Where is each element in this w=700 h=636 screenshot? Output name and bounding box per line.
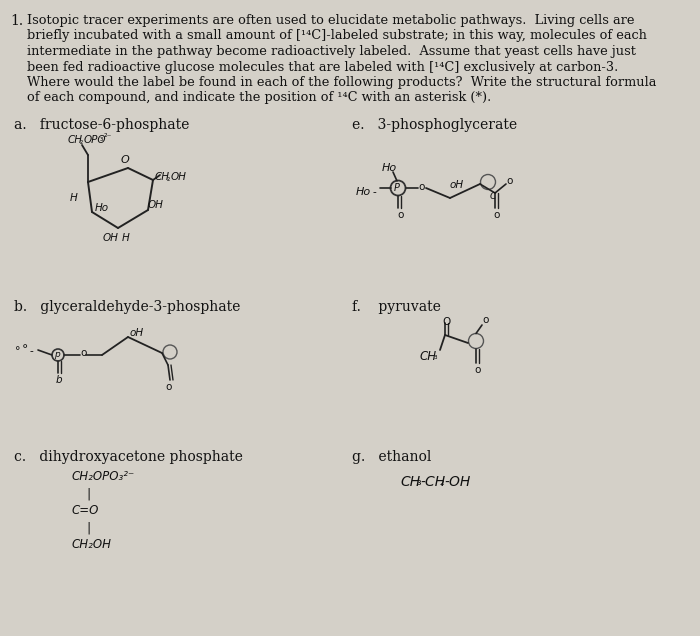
Text: H: H [70,193,78,203]
Text: briefly incubated with a small amount of [¹⁴C]-labeled substrate; in this way, m: briefly incubated with a small amount of… [27,29,647,43]
Text: ₃: ₃ [434,352,438,361]
Text: g.   ethanol: g. ethanol [352,450,431,464]
Text: CH: CH [400,475,420,489]
Text: ²⁻: ²⁻ [104,133,113,142]
Text: o: o [482,315,489,325]
Text: H: H [122,233,130,243]
Text: b.   glyceraldehyde-3-phosphate: b. glyceraldehyde-3-phosphate [14,300,240,314]
Text: O: O [121,155,130,165]
Text: of each compound, and indicate the position of ¹⁴C with an asterisk (*).: of each compound, and indicate the posit… [27,92,491,104]
Text: o: o [474,365,480,375]
Text: °: ° [15,347,20,357]
Text: e.   3-phosphoglycerate: e. 3-phosphoglycerate [352,118,517,132]
Text: -: - [30,347,34,357]
Text: C: C [490,192,496,201]
Text: -CH: -CH [420,475,445,489]
Text: C=O: C=O [72,504,99,517]
Text: °: ° [22,344,29,357]
Text: o: o [506,176,512,186]
Text: -OH: -OH [444,475,470,489]
Text: Where would the label be found in each of the following products?  Write the str: Where would the label be found in each o… [27,76,657,89]
Text: intermediate in the pathway become radioactively labeled.  Assume that yeast cel: intermediate in the pathway become radio… [27,45,636,58]
Text: p: p [55,350,60,359]
Text: CH₂OH: CH₂OH [72,538,112,551]
Text: oH: oH [130,328,144,338]
Text: CH: CH [155,172,170,182]
Text: OPO: OPO [84,135,106,145]
Text: b: b [56,375,62,385]
Text: CH: CH [68,135,83,145]
Text: a.   fructose-6-phosphate: a. fructose-6-phosphate [14,118,190,132]
Text: Ho: Ho [95,203,109,213]
Text: c.   dihydroxyacetone phosphate: c. dihydroxyacetone phosphate [14,450,243,464]
Text: |: | [86,487,90,500]
Text: OH: OH [171,172,187,182]
Text: CH: CH [420,350,437,363]
Text: Isotopic tracer experiments are often used to elucidate metabolic pathways.  Liv: Isotopic tracer experiments are often us… [27,14,634,27]
Text: o: o [418,182,424,192]
Text: f.    pyruvate: f. pyruvate [352,300,441,314]
Text: 1.: 1. [10,14,23,28]
Text: Ho: Ho [382,163,397,173]
Text: -: - [373,188,377,198]
Text: o: o [165,382,172,392]
Text: o: o [397,210,403,220]
Text: o: o [493,210,499,220]
Text: Ho: Ho [356,187,371,197]
Text: ₃: ₃ [416,477,421,487]
Text: O: O [442,317,450,327]
Text: OH: OH [148,200,164,210]
Text: ₃: ₃ [100,134,104,143]
Text: ₂: ₂ [440,477,444,487]
Text: ₂: ₂ [80,137,83,146]
Text: OH: OH [103,233,119,243]
Text: been fed radioactive glucose molecules that are labeled with [¹⁴C] exclusively a: been fed radioactive glucose molecules t… [27,60,618,74]
Text: oH: oH [450,180,464,190]
Text: ₂: ₂ [167,174,170,183]
Text: |: | [86,521,90,534]
Text: o: o [80,348,86,358]
Text: CH₂OPO₃²⁻: CH₂OPO₃²⁻ [72,470,135,483]
Text: P: P [394,183,400,193]
